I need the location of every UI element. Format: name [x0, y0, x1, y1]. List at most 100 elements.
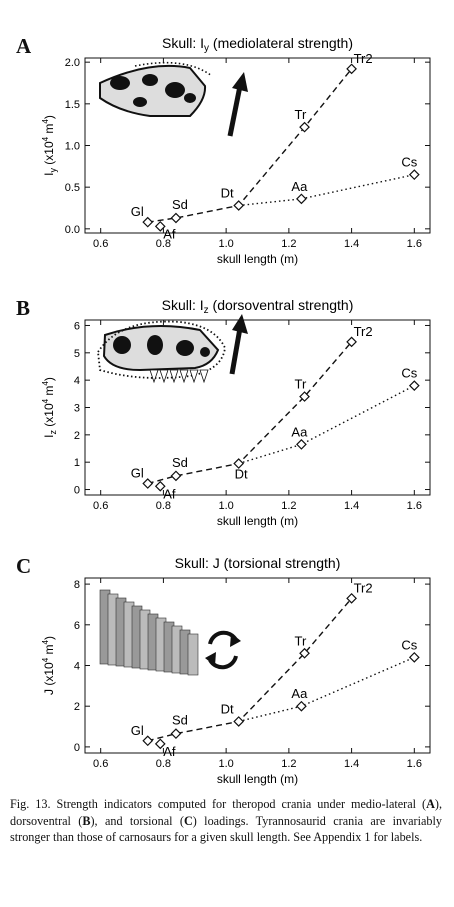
- data-label-gl: Gl: [131, 204, 144, 219]
- data-point-sd: [170, 728, 182, 740]
- y-axis-label: J (x104 m4): [41, 636, 56, 695]
- y-tick-label: 2.0: [65, 57, 80, 69]
- x-tick-label: 1.2: [281, 758, 296, 770]
- y-axis-label-subscript: y: [48, 168, 58, 173]
- skull-fenestra: [200, 347, 210, 357]
- caption-bold-c: C: [183, 813, 193, 828]
- torsion-arrow-head: [230, 633, 241, 647]
- data-label-aa: Aa: [291, 179, 308, 194]
- data-point-tr2: [346, 336, 357, 348]
- y-axis-label-text: ): [42, 115, 56, 119]
- caption-bold-a: A: [426, 797, 435, 811]
- chart-b: Skull: Iz (dorsoventral strength)0.6 0.8 1…: [41, 297, 431, 528]
- data-point-gl: [142, 216, 154, 228]
- x-tick-label: 1.4: [344, 758, 359, 770]
- specimen-illustration: [99, 61, 248, 137]
- data-point-cs: [408, 651, 420, 663]
- carnosaur-series-line: [238, 173, 415, 207]
- data-label-tr2: Tr2: [354, 51, 373, 66]
- y-axis-label-superscript: 4: [41, 136, 50, 141]
- x-tick-label: 0.6: [93, 238, 108, 250]
- x-tick-label: 1.4: [344, 238, 359, 250]
- data-label-dt: Dt: [235, 467, 248, 482]
- x-axis-label: skull length (m): [217, 514, 298, 528]
- skull-fenestra: [113, 336, 131, 354]
- data-label-tr: Tr: [295, 377, 307, 392]
- chart-title-text: Skull: I: [162, 35, 204, 51]
- data-point-tr2: [346, 63, 357, 75]
- y-tick-label: 1: [74, 457, 80, 469]
- skull-dorsal-outline: [134, 61, 213, 77]
- y-tick-label: 3: [74, 403, 80, 415]
- data-label-dt: Dt: [221, 186, 234, 201]
- y-axis-label-superscript: 4: [41, 381, 50, 386]
- caption-fig: Fig. 13.: [10, 797, 51, 811]
- y-tick-label: 0.0: [65, 224, 80, 236]
- y-axis-label-text: (x10: [42, 662, 56, 689]
- skull-fenestra: [176, 340, 194, 356]
- chart-title-text: Skull: J (torsional strength): [175, 555, 341, 571]
- arrow-shaft: [229, 327, 243, 375]
- x-tick-label: 1.0: [218, 758, 233, 770]
- x-tick-label: 1.6: [407, 238, 422, 250]
- x-tick-label: 1.2: [281, 238, 296, 250]
- y-axis-label-text: ): [42, 636, 56, 640]
- data-label-af: Af: [163, 744, 176, 759]
- chart-title-text: (dorsoventral strength): [209, 297, 354, 313]
- skull-fenestra: [142, 74, 158, 86]
- specimen-illustration: [97, 314, 248, 384]
- x-tick-label: 0.8: [156, 238, 171, 250]
- x-tick-label: 1.6: [407, 500, 422, 512]
- chart-title-subscript: z: [204, 305, 209, 316]
- y-axis-label-superscript: 4: [41, 119, 50, 124]
- data-label-gl: Gl: [131, 466, 144, 481]
- caption-bold-b: B: [82, 813, 91, 828]
- y-axis-label: Iz (x104 m4): [41, 377, 58, 438]
- y-tick-label: 2: [74, 430, 80, 442]
- chart-title-text: Skull: I: [162, 297, 204, 313]
- skull-fenestra: [133, 97, 147, 107]
- caption-text: Strength indicators computed for theropo…: [50, 797, 427, 811]
- data-label-tr2: Tr2: [354, 580, 373, 595]
- skull-fenestra: [110, 76, 130, 90]
- skull-tooth: [179, 369, 189, 384]
- x-tick-label: 1.6: [407, 758, 422, 770]
- y-tick-label: 8: [74, 579, 80, 591]
- y-axis-label-text: ): [42, 377, 56, 381]
- y-tick-label: 0: [74, 742, 80, 754]
- y-axis-label-text: m: [42, 386, 56, 399]
- y-axis-label: Iy (x104 m4): [41, 115, 58, 176]
- x-tick-label: 0.6: [93, 758, 108, 770]
- chart-c: Skull: J (torsional strength) 0.6 0.8 1.0 1.…: [41, 555, 431, 786]
- skull-fenestra: [184, 93, 196, 103]
- caption-text: ), and torsional (: [90, 813, 184, 828]
- y-axis-label-subscript: z: [48, 430, 58, 435]
- data-point-aa: [296, 439, 307, 450]
- y-axis-label-text: I: [42, 173, 56, 176]
- skull-tooth: [159, 369, 169, 384]
- x-tick-label: 1.4: [344, 500, 359, 512]
- panel-c: C Skull: J (torsional strength) 0.6 0.8 1.0…: [0, 548, 454, 808]
- data-label-dt: Dt: [221, 701, 234, 716]
- y-tick-label: 0.5: [65, 182, 80, 194]
- data-point-sd: [170, 212, 182, 224]
- data-point-af: [154, 738, 166, 750]
- skull-section-slice: [187, 633, 199, 676]
- carnosaur-series-line: [238, 656, 415, 723]
- data-point-sd: [170, 470, 182, 482]
- data-point-cs: [408, 169, 420, 181]
- data-label-aa: Aa: [291, 424, 308, 439]
- torsion-arrow-head: [205, 652, 216, 666]
- y-axis-label-text: J: [42, 689, 56, 695]
- y-tick-label: 0: [74, 485, 80, 497]
- panel-b: B Skull: Iz (dorsoventral strength) 0.6 0.…: [0, 290, 454, 550]
- data-label-tr: Tr: [295, 107, 307, 122]
- data-point-aa: [296, 700, 307, 712]
- x-tick-label: 1.0: [218, 500, 233, 512]
- data-point-tr: [299, 121, 310, 133]
- arrow-head: [232, 72, 248, 92]
- y-axis-label-text: (x10: [42, 403, 56, 430]
- data-label-cs: Cs: [401, 366, 417, 381]
- data-point-dt: [233, 716, 245, 727]
- skull-tooth: [199, 369, 209, 384]
